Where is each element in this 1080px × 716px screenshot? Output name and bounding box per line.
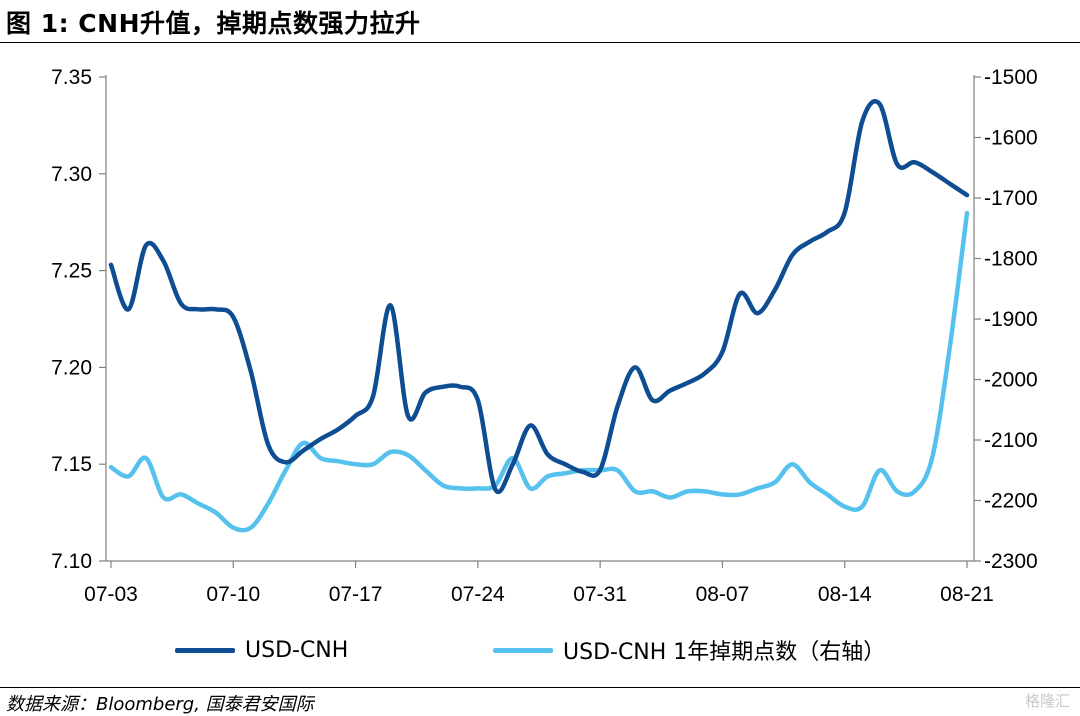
- usd-cnh-series-line: [108, 99, 970, 495]
- right-y-tick-label: -2200: [984, 490, 1038, 513]
- right-y-tick-label: -2100: [984, 429, 1038, 452]
- left-y-tick-label: 7.25: [51, 260, 92, 283]
- legend-swatch-swap-points: [493, 647, 553, 653]
- swap-points-series-line: [108, 210, 970, 533]
- x-tick-label: 07-17: [329, 583, 383, 606]
- chart-lines: [108, 99, 970, 533]
- source-divider: [0, 687, 1080, 688]
- right-y-tick-label: -1800: [984, 248, 1038, 271]
- x-tick-label: 07-10: [206, 583, 260, 606]
- chart-axes: 7.35 7.30 7.25 7.20 7.15 7.10 -1500 -1600 -1700 -…: [51, 66, 1038, 606]
- watermark-logo: 格隆汇: [1024, 692, 1070, 710]
- source-note: 数据来源：Bloomberg, 国泰君安国际: [6, 694, 314, 715]
- x-tick-label: 08-21: [940, 583, 994, 606]
- legend-label-swap-points: USD-CNH 1年掉期点数（右轴）: [563, 640, 886, 665]
- right-y-tick-label: -1600: [984, 127, 1038, 150]
- x-tick-label: 07-03: [84, 583, 138, 606]
- right-y-tick-label: -2300: [984, 550, 1038, 573]
- left-y-tick-label: 7.30: [51, 163, 92, 186]
- left-y-tick-label: 7.10: [51, 550, 92, 573]
- legend-item-swap-points: USD-CNH 1年掉期点数（右轴）: [493, 634, 885, 666]
- legend-swatch-usd-cnh: [175, 647, 235, 653]
- chart-title: 图 1: CNH升值，掉期点数强力拉升: [6, 9, 421, 38]
- x-tick-label: 07-31: [573, 583, 627, 606]
- x-tick-label: 07-24: [451, 583, 505, 606]
- legend-item-usd-cnh: USD-CNH: [175, 634, 348, 666]
- left-y-tick-label: 7.35: [51, 66, 92, 89]
- right-y-tick-label: -1500: [984, 66, 1038, 89]
- right-y-tick-label: -1900: [984, 308, 1038, 331]
- title-divider: [0, 42, 1080, 43]
- left-y-tick-label: 7.20: [51, 356, 92, 379]
- legend-label-usd-cnh: USD-CNH: [245, 637, 349, 663]
- x-tick-label: 08-14: [818, 583, 872, 606]
- right-y-tick-label: -2000: [984, 369, 1038, 392]
- left-y-tick-label: 7.15: [51, 453, 92, 476]
- right-y-tick-label: -1700: [984, 187, 1038, 210]
- x-tick-label: 08-07: [696, 583, 750, 606]
